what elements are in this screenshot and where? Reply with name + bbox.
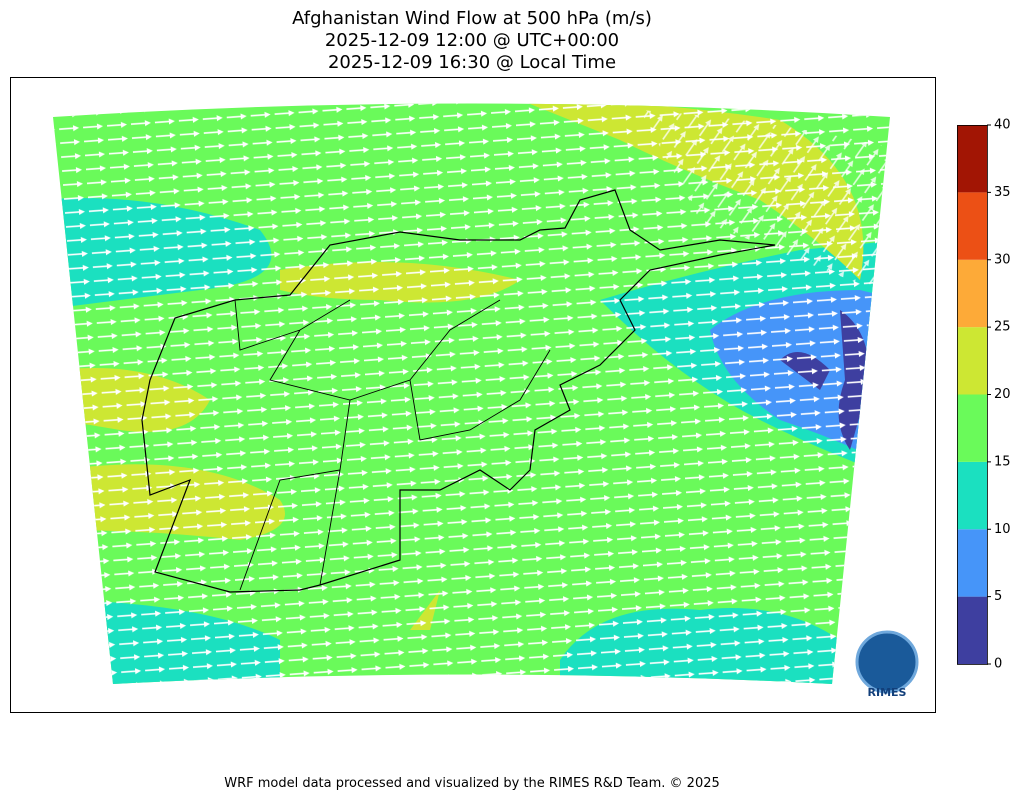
wind-field	[53, 103, 890, 684]
colorbar-tick-label: 25	[994, 320, 1011, 335]
footer: WRF model data processed and visualized …	[224, 776, 720, 791]
country-border	[141, 189, 776, 593]
colorbar-segment	[957, 125, 987, 193]
logo-text: RIMES	[868, 686, 907, 699]
colorbar-frame	[957, 125, 988, 665]
logo: RIMES	[855, 630, 919, 699]
title-line: 2025-12-09 16:30 @ Local Time	[328, 52, 616, 73]
title-line: Afghanistan Wind Flow at 500 hPa (m/s)	[292, 8, 652, 29]
colorbar-tick-label: 0	[994, 657, 1002, 672]
colorbar-segment	[957, 394, 987, 462]
colorbar-tick-label: 5	[994, 589, 1002, 604]
logo-badge	[855, 630, 919, 694]
colorbar-tick-label: 10	[994, 522, 1011, 537]
colorbar-tick-label: 30	[994, 252, 1011, 267]
colorbar-segment	[957, 259, 987, 328]
colorbar-segment	[957, 529, 987, 597]
title-line: 2025-12-09 12:00 @ UTC+00:00	[325, 30, 619, 51]
colorbar: 0 5 10 15 20 25 30 35 40	[957, 118, 1011, 672]
colorbar-segment	[957, 192, 987, 260]
province-borders	[234, 299, 551, 591]
colorbar-tick-label: 40	[994, 118, 1011, 133]
colorbar-tick-label: 35	[994, 185, 1011, 200]
colorbar-segment	[957, 327, 987, 395]
colorbar-tick-label: 20	[994, 387, 1011, 402]
colorbar-segment	[957, 596, 987, 664]
colorbar-segment	[957, 461, 987, 530]
colorbar-tick-label: 15	[994, 454, 1011, 469]
